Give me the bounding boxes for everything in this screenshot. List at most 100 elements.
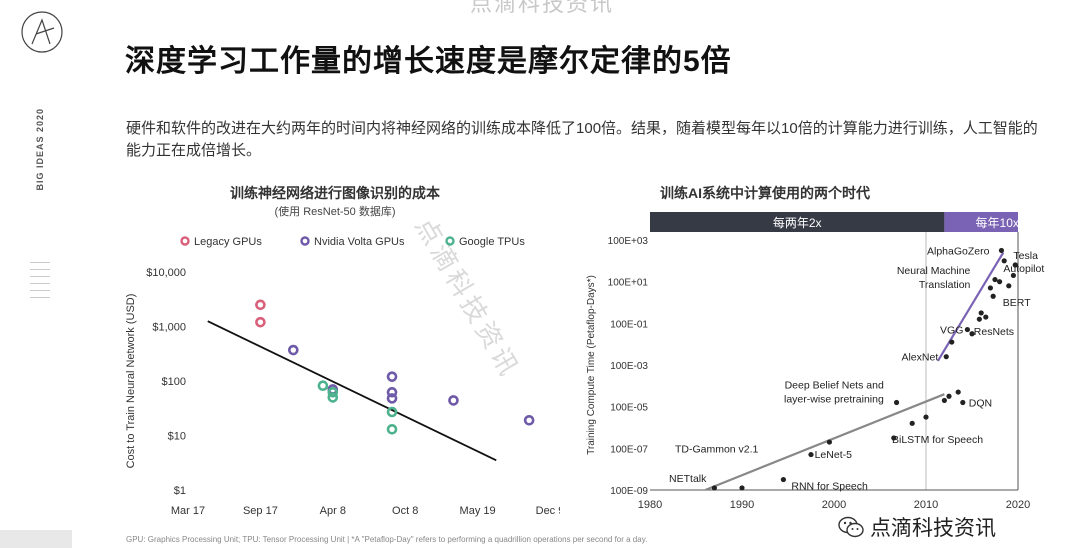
data-point (969, 331, 975, 337)
x-tick-label: 1980 (638, 499, 662, 511)
data-point (386, 387, 398, 398)
data-point (964, 326, 970, 333)
data-point (386, 393, 398, 404)
trend-line-late (937, 251, 1005, 362)
wechat-badge: 点滴科技资讯 (838, 512, 996, 542)
point-label: Tesla (1013, 250, 1038, 262)
y-tick-label: 100E-01 (610, 319, 648, 330)
point-label: TD-Gammon v2.1 (675, 444, 759, 456)
big-ideas-side-label: BIG IDEAS 2020 (35, 108, 45, 191)
y-tick-label: $100 (162, 376, 186, 388)
x-tick-label: Sep 17 (243, 505, 278, 517)
data-point (386, 406, 398, 418)
data-point (946, 393, 952, 399)
y-tick-label: 100E-03 (610, 361, 648, 372)
data-point (943, 354, 949, 360)
trend-line-early (704, 393, 945, 492)
point-label: RNN for Speech (791, 481, 868, 493)
footnote: GPU: Graphics Processing Unit; TPU: Tens… (126, 535, 648, 544)
point-label: VGG (940, 325, 963, 337)
data-point (255, 299, 266, 311)
x-tick-label: Apr 8 (320, 505, 346, 517)
data-point (448, 395, 459, 406)
data-point (983, 314, 989, 320)
point-label: Autopilot (1003, 263, 1044, 275)
data-point (990, 293, 996, 299)
data-point (949, 339, 955, 345)
data-point (978, 310, 984, 316)
y-tick-label: 100E-07 (610, 444, 648, 455)
data-point (1006, 283, 1012, 289)
data-point (923, 414, 929, 420)
data-point (955, 389, 961, 395)
data-point (893, 399, 900, 406)
ark-logo-icon (21, 11, 63, 53)
y-axis-label: Training Compute Time (Petaflop-Days*) (586, 275, 597, 455)
data-point (891, 435, 897, 441)
point-label: AlphaGoZero (927, 245, 990, 257)
chart-title: 训练AI系统中计算使用的两个时代 (660, 185, 870, 201)
data-point (739, 485, 745, 491)
data-point (288, 344, 299, 356)
x-tick-label: Dec 9 (536, 505, 560, 517)
point-label: BiLSTM for Speech (892, 434, 983, 446)
data-point (255, 316, 266, 328)
y-tick-label: 100E-05 (610, 403, 648, 414)
data-point (1010, 272, 1016, 279)
point-label: AlexNet (901, 352, 938, 364)
chart-subtitle: (使用 ResNet-50 数据库) (274, 204, 395, 218)
wechat-icon (838, 516, 864, 538)
data-point (327, 392, 339, 403)
data-point (780, 476, 786, 483)
data-point (941, 397, 947, 404)
legend-marker (445, 236, 455, 246)
era-bar (650, 212, 945, 232)
point-label: LeNet-5 (815, 449, 853, 461)
era-label: 每年10x (976, 215, 1019, 230)
legend-marker (180, 236, 190, 246)
data-point (909, 420, 915, 426)
data-point (808, 451, 814, 458)
side-decoration (30, 262, 50, 304)
point-label: NETtalk (669, 473, 707, 485)
x-tick-label: 2020 (1006, 499, 1030, 511)
wechat-label: 点滴科技资讯 (870, 517, 996, 540)
x-tick-label: 2010 (914, 499, 938, 511)
y-tick-label: $1,000 (152, 322, 186, 334)
data-point (998, 247, 1005, 254)
y-tick-label: $1 (174, 485, 186, 497)
x-tick-label: 2000 (822, 499, 846, 511)
point-label: Deep Belief Nets and (785, 379, 884, 391)
data-point (711, 485, 717, 491)
y-tick-label: $10 (168, 431, 186, 443)
data-point (1001, 258, 1007, 264)
y-tick-label: 100E+01 (608, 278, 649, 289)
point-label: layer-wise pretraining (784, 393, 884, 405)
era-label: 每两年2x (773, 215, 822, 230)
data-point (386, 423, 398, 435)
legend-marker (300, 236, 310, 246)
legend-label: Nvidia Volta GPUs (314, 236, 405, 248)
data-point (987, 285, 993, 291)
data-point (997, 279, 1003, 285)
page-subtitle: 硬件和软件的改进在大约两年的时间内将神经网络的训练成本降低了100倍。结果，随着… (126, 120, 1038, 159)
cost-chart: 训练神经网络进行图像识别的成本 (使用 ResNet-50 数据库) Legacy … (125, 185, 560, 517)
x-tick-label: 1990 (730, 499, 754, 511)
data-point (386, 371, 398, 382)
y-tick-label: 100E-09 (610, 486, 648, 497)
x-tick-label: Oct 8 (392, 505, 418, 517)
point-label: Neural Machine (897, 265, 971, 277)
data-point (1012, 262, 1018, 268)
top-watermark: 点滴科技资讯 (470, 0, 615, 16)
point-label: ResNets (974, 326, 1014, 338)
data-point (960, 399, 966, 406)
point-label: Translation (919, 279, 971, 291)
y-tick-label: 100E+03 (608, 236, 649, 247)
footer-box (0, 530, 72, 548)
data-point (826, 439, 832, 445)
x-tick-label: Mar 17 (171, 505, 205, 517)
trend-line (207, 320, 497, 462)
chart-title: 训练神经网络进行图像识别的成本 (230, 185, 441, 201)
era-bar (944, 212, 1018, 232)
